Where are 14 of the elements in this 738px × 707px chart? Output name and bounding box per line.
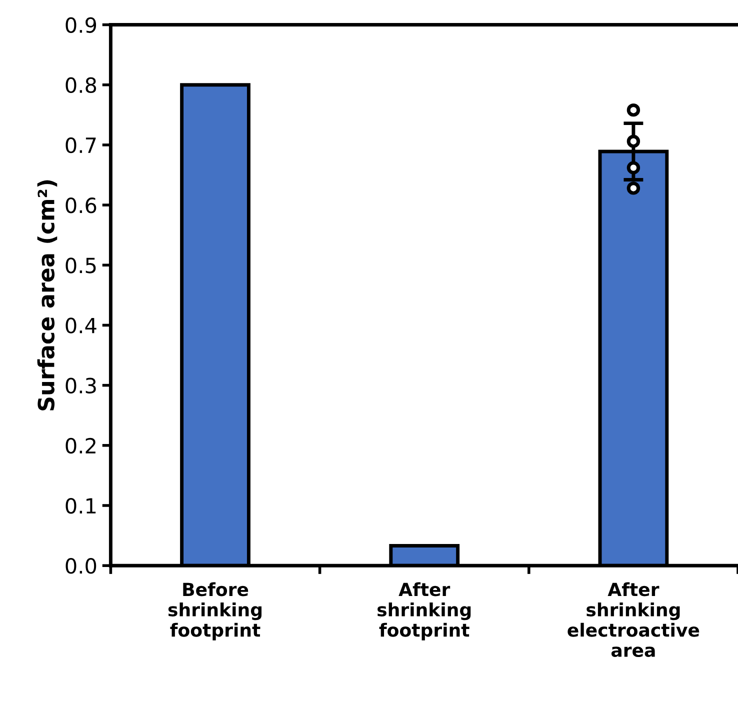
y-tick-label: 0.8 — [66, 77, 96, 94]
y-tick-label: 0.2 — [66, 438, 96, 454]
y-tick-label: 0.4 — [66, 318, 96, 334]
y-tick-label: 0.3 — [66, 378, 96, 394]
y-tick-label: 0.0 — [66, 558, 96, 574]
y-tick-label: 0.1 — [66, 498, 96, 514]
y-axis-title: Surface area (cm²) — [37, 180, 58, 410]
y-tick-label: 0.7 — [66, 137, 96, 154]
y-tick-label: 0.6 — [66, 197, 96, 214]
x-tick-label: Before shrinking footprint — [168, 582, 262, 640]
y-tick-label: 0.9 — [66, 17, 96, 33]
x-tick-label: After shrinking electroactive area — [568, 582, 700, 658]
x-tick-label: After shrinking footprint — [378, 582, 471, 640]
y-tick-label: 0.5 — [66, 258, 96, 274]
